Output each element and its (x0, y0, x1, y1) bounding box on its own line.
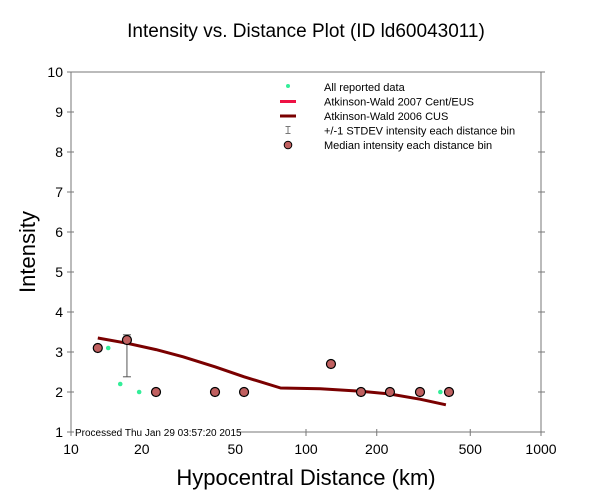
y-tick-label: 6 (55, 224, 63, 240)
median-intensity-point (92, 342, 103, 354)
median-intensity-point (384, 386, 396, 398)
legend-circle-icon (283, 140, 293, 150)
legend-dot-icon (286, 84, 290, 88)
legend-label: +/-1 STDEV intensity each distance bin (324, 126, 515, 138)
legend-item: Median intensity each distance bin (283, 140, 492, 152)
y-axis-label: Intensity (15, 211, 40, 293)
x-tick-label: 20 (134, 441, 150, 457)
x-axis-label: Hypocentral Distance (km) (176, 465, 435, 490)
legend-label: Median intensity each distance bin (324, 140, 492, 152)
reported-data-point (136, 389, 142, 395)
legend: All reported data Atkinson-Wald 2007 Cent… (280, 82, 515, 152)
axes: 1 2 3 4 5 6 7 8 9 10 10 20 50 100 200 500 1000 Processed … (47, 64, 556, 457)
median-intensity-point (209, 386, 221, 398)
median-intensity-point (150, 386, 162, 398)
reported-data-point (438, 389, 443, 395)
reported-data-point (117, 381, 123, 387)
reported-data-point (105, 345, 111, 351)
model-curve-atkinson-wald-2006 (97, 336, 447, 407)
y-tick-label: 10 (47, 64, 63, 80)
x-tick-label: 100 (294, 441, 318, 457)
median-intensity-point (121, 334, 133, 346)
y-tick-label: 4 (55, 304, 63, 320)
plot-area (92, 334, 455, 407)
y-tick-label: 8 (55, 144, 63, 160)
y-tick-label: 7 (55, 184, 63, 200)
processed-timestamp: Processed Thu Jan 29 03:57:20 2015 (75, 428, 242, 439)
y-tick-label: 9 (55, 104, 63, 120)
median-intensity-point (355, 386, 367, 398)
x-tick-label: 500 (459, 441, 483, 457)
legend-item: Atkinson-Wald 2006 CUS (280, 111, 448, 123)
x-tick-label: 50 (227, 441, 243, 457)
median-intensity-point (414, 386, 426, 398)
y-tick-label: 5 (55, 264, 63, 280)
legend-item: All reported data (286, 82, 406, 94)
legend-label: All reported data (324, 82, 406, 94)
median-intensity-point (325, 358, 337, 370)
legend-item: Atkinson-Wald 2007 Cent/EUS (280, 97, 474, 109)
y-tick-label: 3 (55, 344, 63, 360)
x-tick-label: 10 (63, 441, 79, 457)
x-tick-label: 1000 (525, 441, 556, 457)
annotation-background (74, 425, 238, 438)
y-tick-label: 2 (55, 384, 63, 400)
median-intensity-point (238, 386, 250, 398)
legend-label: Atkinson-Wald 2006 CUS (324, 111, 448, 123)
median-intensity-point (443, 386, 455, 398)
y-tick-label: 1 (55, 424, 63, 440)
legend-label: Atkinson-Wald 2007 Cent/EUS (324, 97, 474, 109)
legend-item: +/-1 STDEV intensity each distance bin (285, 126, 515, 138)
chart-title: Intensity vs. Distance Plot (ID ld600430… (127, 21, 485, 42)
x-tick-label: 200 (365, 441, 389, 457)
